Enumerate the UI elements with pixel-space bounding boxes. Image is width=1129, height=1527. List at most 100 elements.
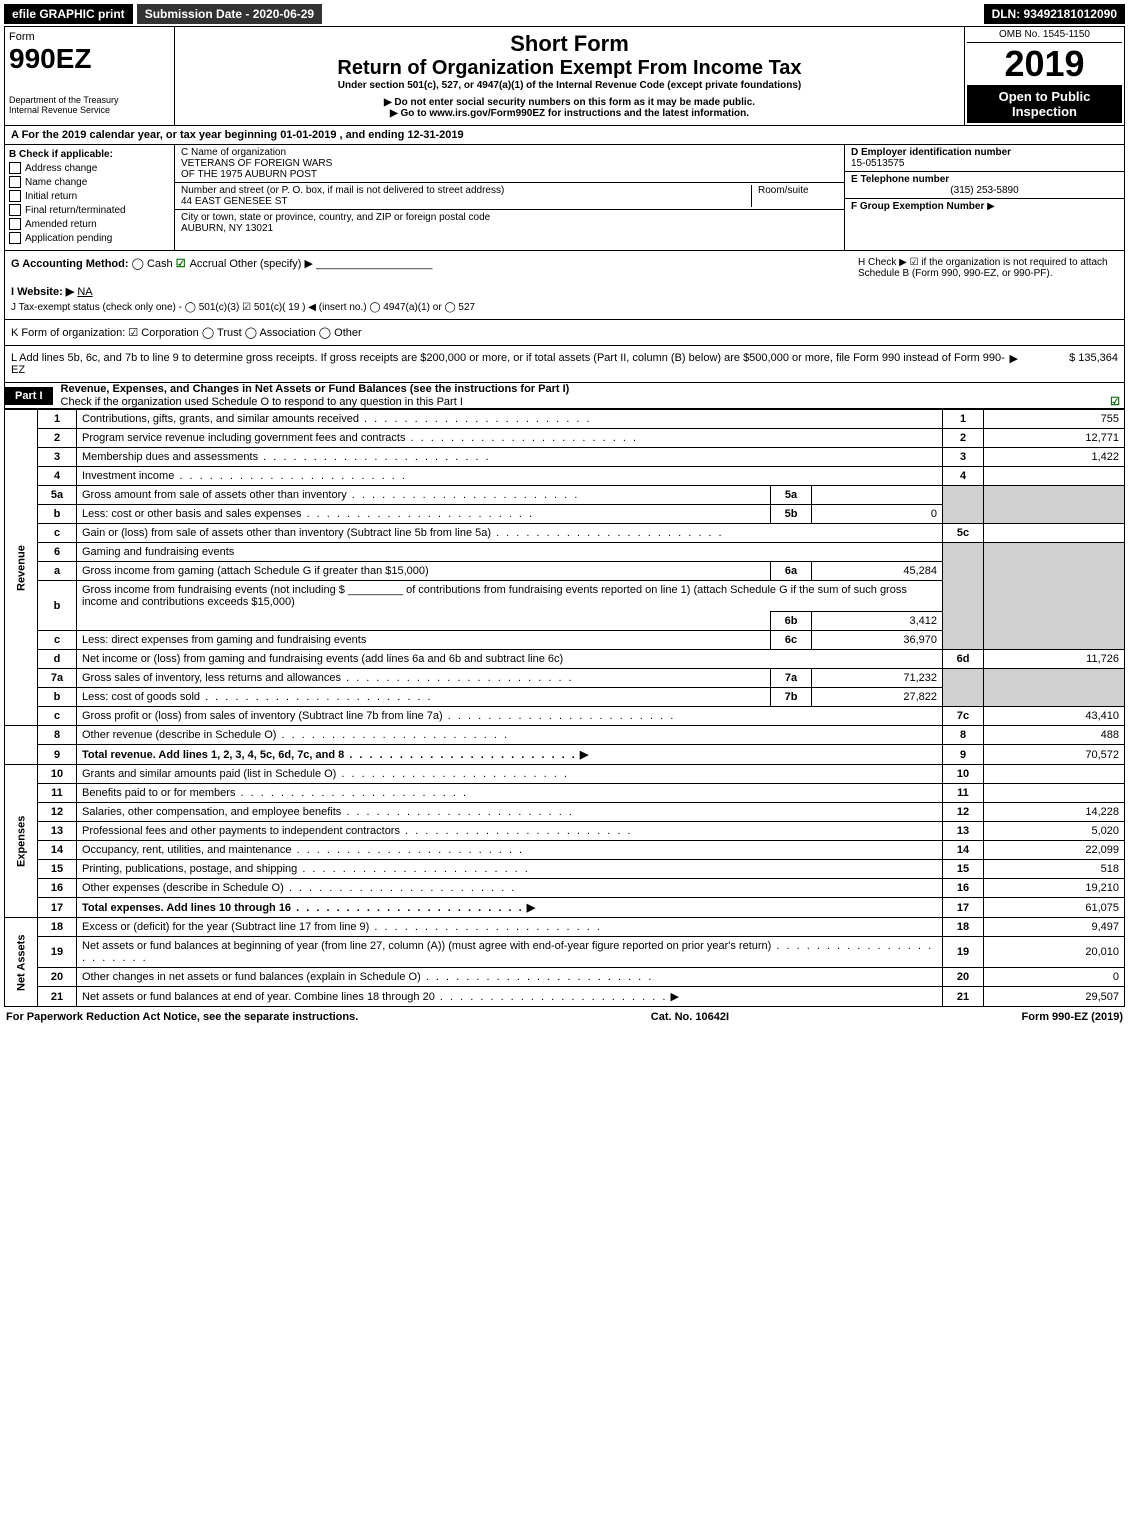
line-desc: Other expenses (describe in Schedule O) (82, 882, 516, 894)
col-amt (984, 467, 1125, 486)
line-num: 16 (38, 879, 77, 898)
website-value: NA (77, 286, 92, 298)
check-icon: ☑ (1110, 395, 1120, 408)
group-exemption-label: F Group Exemption Number (851, 201, 984, 212)
arrow-icon: ▶ (987, 201, 995, 212)
col-num: 8 (943, 726, 984, 745)
col-num: 18 (943, 918, 984, 937)
cb-name-change[interactable] (9, 176, 21, 188)
under-section: Under section 501(c), 527, or 4947(a)(1)… (179, 80, 960, 91)
col-num: 21 (943, 987, 984, 1007)
col-amt: 12,771 (984, 429, 1125, 448)
inner-amt (812, 486, 943, 505)
line-desc: Less: cost or other basis and sales expe… (82, 508, 534, 520)
org-name: VETERANS OF FOREIGN WARS OF THE 1975 AUB… (181, 158, 838, 180)
street-label: Number and street (or P. O. box, if mail… (181, 185, 751, 196)
line-desc: Excess or (deficit) for the year (Subtra… (82, 921, 602, 933)
line-num: 10 (38, 765, 77, 784)
col-num: 13 (943, 822, 984, 841)
accrual-option[interactable]: Accrual (190, 258, 227, 270)
line-num: b (38, 581, 77, 631)
part1-title: Revenue, Expenses, and Changes in Net As… (61, 383, 1124, 395)
part1-table: Revenue 1 Contributions, gifts, grants, … (4, 409, 1125, 1007)
line-num: b (38, 505, 77, 524)
line-num: 5a (38, 486, 77, 505)
line-desc: Investment income (82, 470, 407, 482)
line-num: c (38, 631, 77, 650)
col-amt: 488 (984, 726, 1125, 745)
col-num: 5c (943, 524, 984, 543)
line-num: 14 (38, 841, 77, 860)
lbl-application-pending: Application pending (25, 233, 112, 244)
line-desc: Grants and similar amounts paid (list in… (82, 768, 569, 780)
line-num: c (38, 707, 77, 726)
form-header: Form 990EZ Department of the Treasury In… (4, 26, 1125, 126)
ein-label: D Employer identification number (851, 147, 1118, 158)
line-desc: Other revenue (describe in Schedule O) (82, 729, 509, 741)
line-desc: Total revenue. Add lines 1, 2, 3, 4, 5c,… (82, 749, 577, 761)
line-desc: Membership dues and assessments (82, 451, 491, 463)
lbl-name-change: Name change (25, 177, 87, 188)
col-num: 11 (943, 784, 984, 803)
footer-right: Form 990-EZ (2019) (1022, 1011, 1123, 1023)
line-num: c (38, 524, 77, 543)
col-num: 15 (943, 860, 984, 879)
expenses-label: Expenses (5, 765, 38, 918)
cash-option[interactable]: Cash (147, 258, 173, 270)
col-amt: 14,228 (984, 803, 1125, 822)
line-desc: Contributions, gifts, grants, and simila… (82, 413, 592, 425)
col-amt: 70,572 (984, 745, 1125, 765)
col-num: 14 (943, 841, 984, 860)
mid-section: G Accounting Method: ◯ Cash ☑Accrual Oth… (4, 251, 1125, 320)
line-num: 11 (38, 784, 77, 803)
form-word: Form (9, 31, 170, 43)
cb-amended-return[interactable] (9, 218, 21, 230)
col-num: 2 (943, 429, 984, 448)
col-num: 3 (943, 448, 984, 467)
inner-num: 6a (771, 562, 812, 581)
lbl-initial-return: Initial return (25, 191, 77, 202)
inner-amt: 71,232 (812, 669, 943, 688)
city: AUBURN, NY 13021 (181, 223, 838, 234)
line-num: 3 (38, 448, 77, 467)
revenue-label: Revenue (5, 410, 38, 726)
efile-print-button[interactable]: efile GRAPHIC print (4, 4, 133, 24)
footer-left: For Paperwork Reduction Act Notice, see … (6, 1011, 358, 1023)
line-num: 18 (38, 918, 77, 937)
submission-date: Submission Date - 2020-06-29 (137, 4, 322, 24)
part1-check-note: Check if the organization used Schedule … (61, 396, 1111, 408)
col-amt: 29,507 (984, 987, 1125, 1007)
line-desc: Less: cost of goods sold (82, 691, 433, 703)
phone-label: E Telephone number (851, 174, 1118, 185)
part1-label: Part I (5, 387, 53, 405)
line-desc: Salaries, other compensation, and employ… (82, 806, 574, 818)
line-num: 4 (38, 467, 77, 486)
line-num: 6 (38, 543, 77, 562)
dept-treasury: Department of the Treasury (9, 95, 170, 105)
line-num: 8 (38, 726, 77, 745)
line-desc: Program service revenue including govern… (82, 432, 638, 444)
l-amount: $ 135,364 (1018, 352, 1118, 376)
cb-initial-return[interactable] (9, 190, 21, 202)
cb-address-change[interactable] (9, 162, 21, 174)
omb-number: OMB No. 1545-1150 (967, 29, 1122, 43)
goto-link[interactable]: Go to www.irs.gov/Form990EZ for instruct… (179, 108, 960, 119)
line-desc: Benefits paid to or for members (82, 787, 468, 799)
line-desc: Other changes in net assets or fund bala… (82, 971, 653, 983)
lbl-final-return: Final return/terminated (25, 205, 126, 216)
line-num: 17 (38, 898, 77, 918)
tax-year: 2019 (967, 43, 1122, 85)
cb-final-return[interactable] (9, 204, 21, 216)
line-desc: Total expenses. Add lines 10 through 16 (82, 902, 524, 914)
col-amt: 5,020 (984, 822, 1125, 841)
inner-amt: 45,284 (812, 562, 943, 581)
cb-application-pending[interactable] (9, 232, 21, 244)
inner-amt: 27,822 (812, 688, 943, 707)
h-check: H Check ▶ ☑ if the organization is not r… (858, 257, 1118, 279)
lbl-amended-return: Amended return (25, 219, 97, 230)
inner-num: 5a (771, 486, 812, 505)
other-option[interactable]: Other (specify) (229, 258, 301, 270)
j-tax-exempt: J Tax-exempt status (check only one) - ◯… (11, 302, 1118, 313)
line-desc: Printing, publications, postage, and shi… (82, 863, 530, 875)
inner-amt: 36,970 (812, 631, 943, 650)
